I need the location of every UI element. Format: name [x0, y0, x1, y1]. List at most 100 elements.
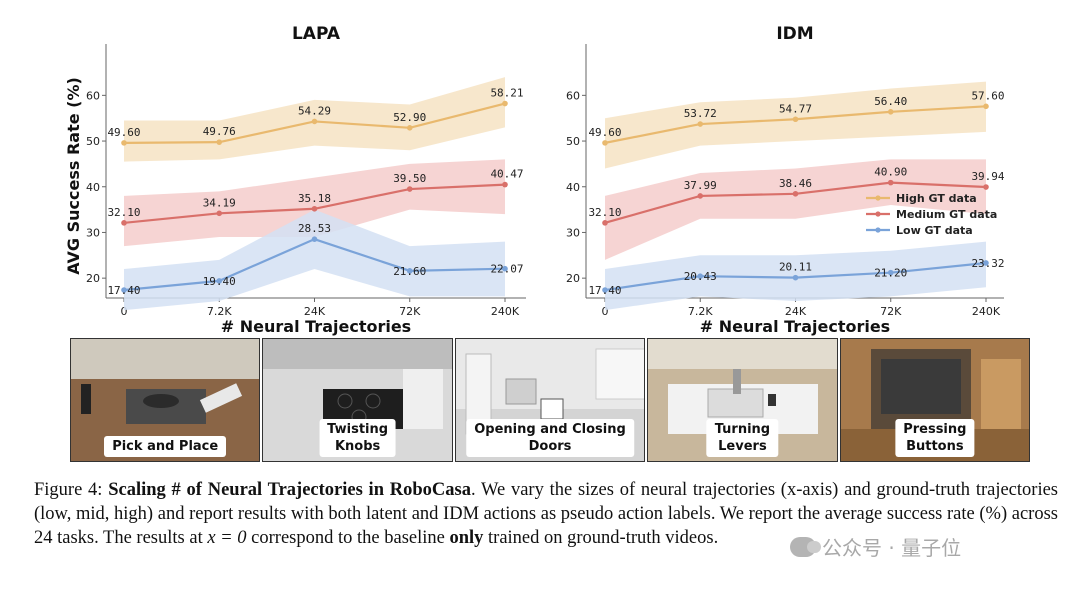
data-label: 34.19: [203, 196, 236, 209]
data-point-high: [602, 140, 608, 146]
data-point-medium: [406, 186, 413, 192]
wechat-icon: [790, 536, 821, 557]
kitchen-scene-image: [71, 339, 260, 461]
data-point-high: [311, 118, 318, 125]
data-label: 38.46: [779, 177, 812, 190]
x-tick-label: 240K: [972, 305, 1001, 318]
data-label: 23.32: [971, 257, 1004, 270]
data-point-low: [406, 268, 413, 274]
data-label: 21.20: [874, 267, 907, 280]
task-image-strip: Pick and Place Twisting Knobs: [70, 338, 1031, 462]
y-tick-label: 20: [566, 272, 580, 285]
data-label: 17.40: [107, 284, 140, 297]
kitchen-scene-image: [840, 339, 1030, 461]
x-tick-label: 0: [121, 305, 128, 318]
y-tick-label: 40: [566, 181, 580, 194]
y-tick-label: 30: [86, 226, 100, 239]
task-label: Turning Levers: [706, 419, 779, 457]
task-tile-pick-and-place: Pick and Place: [70, 338, 261, 462]
legend-label: High GT data: [896, 192, 977, 205]
data-label: 19.40: [203, 275, 236, 288]
data-point-high: [406, 124, 413, 131]
task-label: Pick and Place: [104, 436, 227, 457]
data-point-low: [121, 287, 127, 293]
legend-marker-medium: [875, 211, 881, 217]
data-label: 49.60: [588, 126, 621, 139]
data-point-low: [792, 274, 799, 281]
math-expression: x = 0: [207, 528, 247, 548]
x-tick-label: 7.2K: [207, 305, 232, 318]
data-label: 32.10: [107, 206, 140, 219]
data-label: 32.10: [588, 206, 621, 219]
data-label: 54.29: [298, 104, 331, 117]
y-tick-label: 50: [86, 135, 100, 148]
data-label: 17.40: [588, 284, 621, 297]
x-tick-label: 72K: [399, 305, 421, 318]
data-point-medium: [502, 181, 508, 188]
x-tick-label: 72K: [880, 305, 902, 318]
y-tick-label: 60: [566, 89, 580, 102]
data-point-medium: [792, 190, 799, 197]
x-tick-label: 7.2K: [688, 305, 713, 318]
figure-caption: Figure 4: Scaling # of Neural Trajectori…: [34, 480, 1058, 548]
chart-title: IDM: [776, 24, 813, 44]
data-point-low: [602, 287, 608, 293]
data-label: 22.07: [490, 263, 523, 276]
task-tile-pressing-buttons: Pressing Buttons: [839, 338, 1031, 462]
y-tick-label: 20: [86, 272, 100, 285]
y-tick-label: 40: [86, 181, 100, 194]
data-point-medium: [983, 184, 989, 190]
data-point-low: [311, 236, 318, 242]
legend-marker-high: [875, 195, 881, 201]
data-label: 20.43: [684, 270, 717, 283]
data-point-high: [502, 100, 508, 107]
data-point-low: [887, 269, 894, 276]
task-label: Pressing Buttons: [895, 419, 975, 457]
y-tick-label: 60: [86, 89, 100, 102]
task-tile-twisting-knobs: Twisting Knobs: [262, 338, 453, 462]
data-label: 35.18: [298, 192, 331, 205]
legend-label: Medium GT data: [896, 208, 997, 221]
watermark: 公众号 · 量子位: [790, 532, 961, 561]
data-label: 57.60: [971, 89, 1004, 102]
data-label: 52.90: [393, 111, 426, 124]
y-tick-label: 30: [566, 226, 580, 239]
x-axis-label: # Neural Trajectories: [221, 317, 411, 336]
data-point-medium: [602, 220, 608, 226]
task-tile-opening-closing-doors: Opening and Closing Doors: [454, 338, 646, 462]
data-point-medium: [216, 210, 223, 217]
task-label: Twisting Knobs: [319, 419, 397, 457]
data-point-high: [121, 140, 127, 146]
data-point-low: [502, 265, 508, 272]
data-point-high: [216, 139, 223, 145]
data-point-medium: [697, 193, 704, 199]
legend-marker-low: [875, 227, 881, 233]
x-tick-label: 240K: [491, 305, 520, 318]
charts-area: AVG Success Rate (%) LAPA 20 30 40 50 60 0 7.2K 2…: [64, 24, 1005, 336]
legend-label: Low GT data: [896, 224, 973, 237]
x-axis-label: # Neural Trajectories: [700, 317, 890, 336]
data-label: 56.40: [874, 95, 907, 108]
data-label: 37.99: [684, 179, 717, 192]
data-point-high: [697, 121, 704, 127]
data-point-medium: [121, 220, 127, 226]
data-label: 58.21: [490, 87, 523, 100]
task-tile-turning-levers: Turning Levers: [647, 338, 838, 462]
data-label: 20.11: [779, 261, 812, 274]
data-label: 40.90: [874, 166, 907, 179]
data-label: 39.94: [971, 170, 1004, 183]
confidence-band-high: [605, 81, 986, 169]
data-point-low: [983, 260, 989, 266]
chart-title: LAPA: [292, 24, 341, 44]
data-point-medium: [311, 205, 318, 212]
data-label: 49.76: [203, 125, 236, 138]
x-tick-label: 0: [602, 305, 609, 318]
y-tick-label: 50: [566, 135, 580, 148]
task-label: Opening and Closing Doors: [466, 419, 634, 457]
data-label: 28.53: [298, 222, 331, 235]
data-label: 39.50: [393, 172, 426, 185]
data-label: 53.72: [684, 107, 717, 120]
data-label: 54.77: [779, 102, 812, 115]
confidence-band-medium: [124, 159, 505, 247]
